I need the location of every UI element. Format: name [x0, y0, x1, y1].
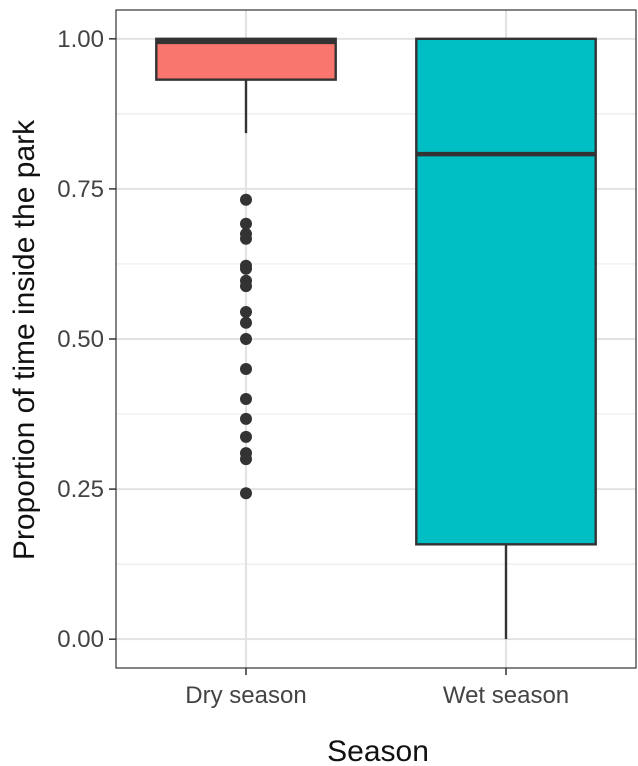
outlier-point [240, 487, 252, 500]
outlier-point [240, 232, 252, 245]
box-dry-season [155, 37, 337, 500]
outlier-point [240, 316, 252, 329]
x-tick-label: Dry season [185, 682, 306, 709]
box-iqr [415, 37, 597, 546]
box-iqr [155, 37, 337, 81]
y-tick-label: 0.50 [57, 326, 104, 353]
outlier-point [240, 217, 252, 230]
outlier-point [240, 262, 252, 275]
outlier-point [240, 453, 252, 466]
y-tick-label: 0.25 [57, 476, 104, 503]
boxes [155, 37, 597, 640]
x-tick-label: Wet season [443, 682, 569, 709]
box-wet-season [415, 37, 597, 640]
y-tick-label: 0.75 [57, 176, 104, 203]
outlier-point [240, 412, 252, 425]
outlier-point [240, 193, 252, 206]
x-axis-title: Season [327, 735, 429, 766]
y-tick-label: 1.00 [57, 26, 104, 53]
outlier-point [240, 363, 252, 376]
outlier-point [240, 333, 252, 345]
x-axis: Dry season Wet season [185, 668, 569, 709]
outlier-point [240, 305, 252, 318]
outlier-point [240, 393, 252, 406]
y-axis-title: Proportion of time inside the park [8, 119, 41, 560]
y-tick-label: 0.00 [57, 626, 104, 653]
y-axis: 0.00 0.25 0.50 0.75 1.00 [57, 26, 116, 653]
outlier-point [240, 280, 252, 293]
outlier-point [240, 430, 252, 443]
